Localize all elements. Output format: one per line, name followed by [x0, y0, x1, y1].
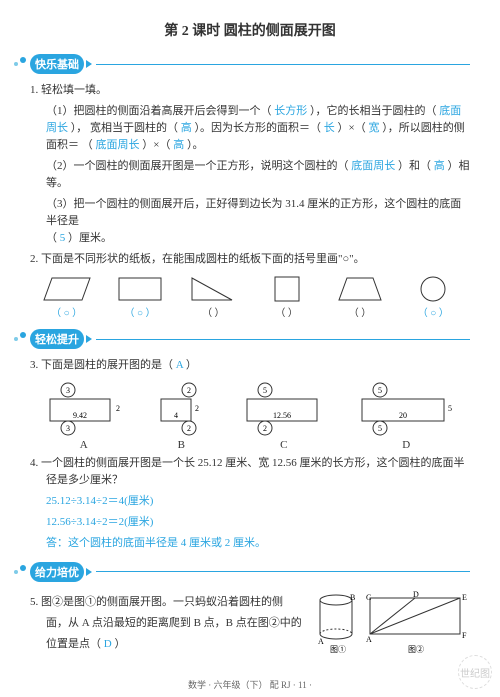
q5-figure: A B 图① C D E F A 图②: [310, 590, 470, 654]
svg-text:B: B: [350, 593, 355, 602]
circle-icon: [408, 276, 458, 302]
rectangle-icon: [115, 276, 165, 302]
svg-text:A: A: [318, 637, 324, 646]
svg-text:4: 4: [174, 411, 178, 420]
svg-text:12.56: 12.56: [273, 411, 291, 420]
page-title: 第 2 课时 圆柱的侧面展开图: [30, 20, 470, 40]
q3-options: 39.4232 A 2422 B 512.562 C 52055 D: [30, 381, 470, 451]
svg-text:3: 3: [66, 386, 70, 395]
section-basic: 快乐基础: [30, 54, 470, 74]
q2-marks: （ ○ ） （ ○ ） （ ） （ ） （ ） （ ○ ）: [30, 304, 470, 319]
page-footer: 数学 · 六年级（下） 配 RJ · 11 ·: [0, 678, 500, 691]
svg-text:5: 5: [448, 404, 452, 413]
q1-3: （3）把一个圆柱的侧面展开后，正好得到边长为 31.4 厘米的正方形，这个圆柱的…: [30, 196, 470, 247]
q3-stem: 3. 下面是圆柱的展开图的是（ A ）: [30, 357, 470, 374]
svg-text:2: 2: [263, 424, 267, 433]
section-improve: 轻松提升: [30, 329, 470, 349]
svg-text:2: 2: [116, 404, 120, 413]
svg-text:5: 5: [378, 386, 382, 395]
q3-opt-b: 2422 B: [151, 381, 211, 451]
svg-text:D: D: [413, 590, 419, 599]
q1-stem: 1. 轻松填一填。: [30, 82, 470, 99]
square-icon: [262, 276, 312, 302]
svg-text:3: 3: [66, 424, 70, 433]
svg-text:图②: 图②: [408, 645, 424, 654]
q5: 5. 图②是图①的侧面展开图。一只蚂蚁沿着圆柱的侧 面，从 A 点沿最短的距离爬…: [30, 590, 470, 657]
svg-text:C: C: [366, 593, 371, 602]
arrow-icon: [86, 568, 92, 576]
divider: [96, 339, 470, 340]
section-advanced: 给力培优: [30, 562, 470, 582]
q4-ans1: 25.12÷3.14÷2＝4(厘米): [30, 493, 470, 510]
section-improve-label: 轻松提升: [30, 329, 84, 349]
q2-stem: 2. 下面是不同形状的纸板，在能围成圆柱的纸板下面的括号里画"○"。: [30, 251, 470, 268]
svg-text:A: A: [366, 635, 372, 644]
svg-text:2: 2: [187, 424, 191, 433]
divider: [96, 64, 470, 65]
q3-opt-a: 39.4232 A: [44, 381, 124, 451]
svg-text:5: 5: [263, 386, 267, 395]
divider: [96, 571, 470, 572]
svg-text:2: 2: [195, 404, 199, 413]
watermark: 世纪图: [458, 655, 492, 689]
parallelogram-icon: [42, 276, 92, 302]
q4-ans3: 答：这个圆柱的底面半径是 4 厘米或 2 厘米。: [30, 535, 470, 552]
svg-text:F: F: [462, 631, 467, 640]
section-advanced-label: 给力培优: [30, 562, 84, 582]
triangle-icon: [188, 276, 238, 302]
svg-text:E: E: [462, 593, 467, 602]
q3-opt-c: 512.562 C: [239, 381, 329, 451]
q1-2: （2）一个圆柱的侧面展开图是一个正方形，说明这个圆柱的（ 底面周长 ）和（ 高 …: [30, 158, 470, 192]
svg-text:20: 20: [399, 411, 407, 420]
q3-opt-d: 52055 D: [356, 381, 456, 451]
svg-text:9.42: 9.42: [73, 411, 87, 420]
svg-text:图①: 图①: [330, 645, 346, 654]
svg-text:5: 5: [378, 424, 382, 433]
svg-text:2: 2: [187, 386, 191, 395]
q4-ans2: 12.56÷3.14÷2＝2(厘米): [30, 514, 470, 531]
section-basic-label: 快乐基础: [30, 54, 84, 74]
q1-1: （1）把圆柱的侧面沿着高展开后会得到一个（ 长方形 ），它的长相当于圆柱的（ 底…: [30, 103, 470, 154]
arrow-icon: [86, 335, 92, 343]
q2-shapes: [30, 276, 470, 302]
q4-stem: 4. 一个圆柱的侧面展开图是一个长 25.12 厘米、宽 12.56 厘米的长方…: [30, 455, 470, 489]
trapezoid-icon: [335, 276, 385, 302]
arrow-icon: [86, 60, 92, 68]
